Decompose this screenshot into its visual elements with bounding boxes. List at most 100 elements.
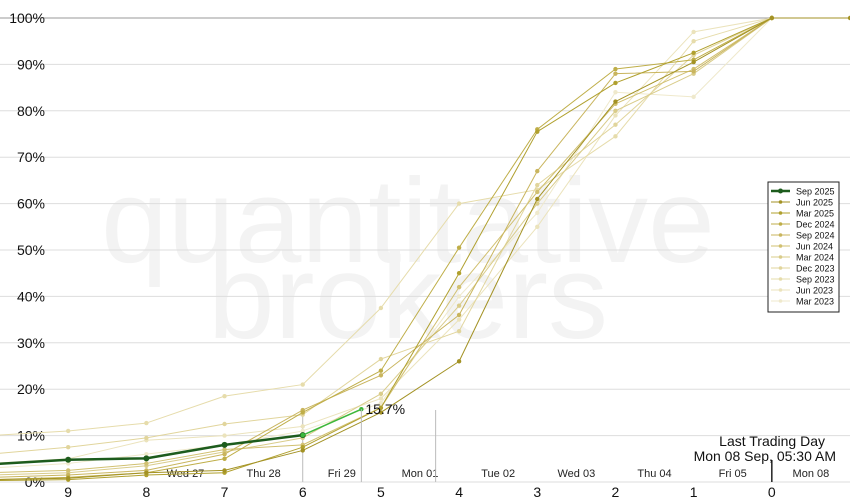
legend-marker: [778, 211, 783, 215]
data-point: [613, 71, 618, 76]
grid: [0, 17, 850, 483]
data-point: [143, 455, 150, 462]
x-tick-label: 8: [142, 484, 150, 500]
legend-entry: Mar 2024: [796, 253, 834, 263]
x-tick-label: 3: [533, 484, 541, 500]
date-label: Tue 02: [481, 468, 515, 480]
data-point: [535, 129, 540, 134]
legend-entry: Jun 2025: [796, 198, 833, 208]
data-point: [300, 424, 305, 429]
data-point: [378, 391, 384, 397]
legend-marker: [778, 299, 783, 303]
data-point: [65, 468, 71, 473]
data-point: [144, 451, 149, 457]
data-point: [613, 134, 618, 139]
date-label: Mon 01: [402, 468, 439, 480]
y-tick-label: 100%: [9, 10, 45, 26]
data-point: [144, 420, 149, 426]
legend-marker: [778, 222, 783, 226]
data-point: [535, 201, 540, 206]
data-point: [535, 196, 540, 202]
data-point: [691, 94, 696, 100]
data-point: [378, 396, 384, 401]
data-point: [300, 382, 305, 387]
data-point: [222, 451, 227, 457]
series-line-current: [302, 408, 362, 436]
data-point: [300, 448, 305, 453]
date-label: Fri 05: [719, 468, 747, 480]
date-label: Thu 04: [637, 468, 671, 480]
legend-entry: Sep 2025: [796, 187, 835, 197]
data-point: [456, 329, 462, 334]
data-point: [378, 305, 384, 311]
legend-marker: [778, 233, 783, 237]
legend-marker: [778, 255, 783, 259]
data-point: [613, 66, 618, 72]
data-point: [691, 50, 696, 55]
data-point: [691, 29, 696, 35]
y-tick-label: 80%: [17, 103, 45, 119]
x-tick-label: 5: [377, 484, 385, 500]
watermark-text: brokers: [208, 230, 608, 364]
legend-entry: Sep 2024: [796, 231, 835, 241]
data-point: [144, 461, 149, 466]
date-label: Thu 28: [247, 468, 281, 480]
data-point: [456, 294, 462, 299]
data-point: [691, 69, 696, 74]
data-point: [691, 39, 696, 44]
data-point: [378, 405, 384, 410]
data-point: [378, 410, 384, 415]
legend-entry: Jun 2023: [796, 286, 833, 296]
data-point: [456, 284, 462, 290]
data-point: [359, 406, 364, 412]
data-point: [378, 356, 384, 362]
legend-entry: Mar 2023: [796, 297, 834, 307]
series-line: [0, 17, 850, 481]
x-tick-label: 0: [768, 484, 776, 500]
legend-marker: [778, 244, 783, 248]
last-point-label: 15.7%: [365, 401, 405, 417]
legend-marker: [778, 188, 783, 194]
data-point: [535, 210, 540, 216]
data-point: [222, 468, 227, 473]
data-point: [378, 400, 384, 406]
data-point: [222, 456, 227, 461]
legend-entry: Jun 2024: [796, 242, 833, 252]
data-point: [222, 433, 227, 438]
data-point: [613, 80, 618, 86]
legend-marker: [778, 288, 783, 292]
y-tick-label: 50%: [17, 242, 45, 258]
legend-entry: Mar 2025: [796, 209, 834, 219]
data-point: [378, 368, 384, 373]
data-point: [769, 15, 775, 21]
data-point: [300, 445, 305, 450]
x-tick-label: 1: [690, 484, 698, 500]
data-point: [300, 428, 305, 434]
x-tick-label: 6: [299, 484, 307, 500]
data-point: [613, 122, 618, 127]
y-tick-label: 40%: [17, 288, 45, 304]
data-point: [65, 445, 71, 450]
data-point: [300, 432, 305, 438]
date-label: Wed 03: [558, 468, 596, 480]
data-point: [613, 90, 618, 95]
x-tick-label: 9: [64, 484, 72, 500]
y-tick-label: 60%: [17, 196, 45, 212]
legend-entry: Sep 2023: [796, 275, 835, 285]
legend-entry: Dec 2024: [796, 220, 835, 230]
data-point: [144, 435, 149, 441]
data-point: [456, 245, 462, 250]
data-point: [847, 15, 850, 21]
legend-marker: [778, 200, 783, 204]
data-point: [456, 201, 462, 206]
data-point: [300, 410, 305, 415]
legend-entry: Dec 2023: [796, 264, 835, 274]
x-axis: 9 8 7 6 5 4 3 2 1 0: [64, 484, 776, 500]
data-point: [456, 317, 462, 322]
y-tick-label: 10%: [17, 428, 45, 444]
x-tick-label: 7: [221, 484, 229, 500]
legend-marker: [778, 266, 783, 270]
